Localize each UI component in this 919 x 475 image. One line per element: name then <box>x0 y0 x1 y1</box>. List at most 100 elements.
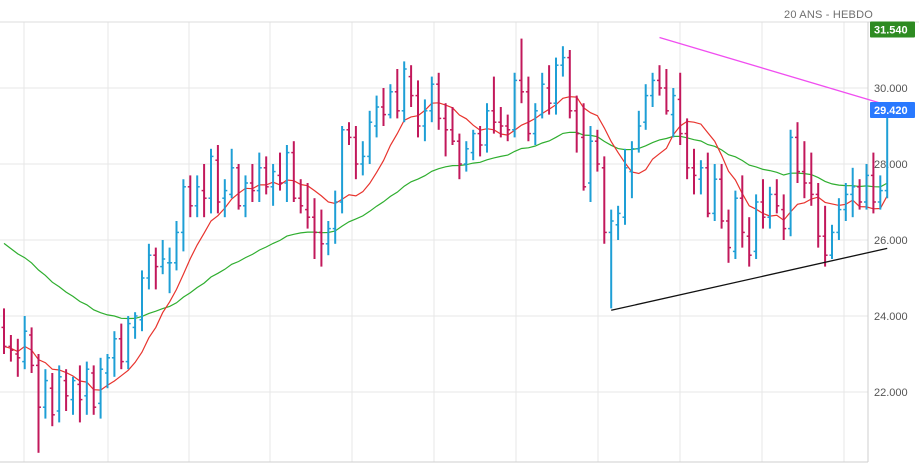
ohlc-bar[interactable] <box>325 221 331 256</box>
ohlc-bar[interactable] <box>429 76 435 123</box>
ohlc-bar[interactable] <box>470 129 476 161</box>
ohlc-bar[interactable] <box>174 221 179 271</box>
ohlc-bar[interactable] <box>153 247 159 290</box>
ohlc-bar[interactable] <box>705 152 711 218</box>
ohlc-bar[interactable] <box>581 103 587 191</box>
ohlc-bar[interactable] <box>719 164 725 229</box>
ohlc-bar[interactable] <box>353 126 359 180</box>
ohlc-bar[interactable] <box>22 316 28 370</box>
ohlc-bar[interactable] <box>456 133 462 180</box>
ohlc-bar[interactable] <box>29 327 35 373</box>
ohlc-bar[interactable] <box>249 164 255 202</box>
ohlc-bar[interactable] <box>567 50 573 119</box>
ohlc-bar[interactable] <box>318 209 324 267</box>
ohlc-bar[interactable] <box>243 175 248 218</box>
ohlc-bar[interactable] <box>477 126 483 157</box>
ohlc-bar[interactable] <box>836 198 842 240</box>
ohlc-bar[interactable] <box>394 69 400 119</box>
ohlc-bar[interactable] <box>760 179 766 229</box>
ohlc-bar[interactable] <box>746 217 752 267</box>
ohlc-bar[interactable] <box>739 175 745 248</box>
ohlc-bar[interactable] <box>146 243 152 290</box>
ohlc-bar[interactable] <box>822 205 828 267</box>
ohlc-bar[interactable] <box>84 361 90 415</box>
ohlc-bar[interactable] <box>277 152 283 191</box>
ohlc-bar[interactable] <box>408 65 414 107</box>
ohlc-bar[interactable] <box>450 107 455 145</box>
ohlc-bar[interactable] <box>877 175 883 210</box>
ohlc-bar[interactable] <box>118 323 124 370</box>
ohlc-bar[interactable] <box>139 270 145 332</box>
ohlc-bar[interactable] <box>36 354 41 453</box>
ohlc-bar[interactable] <box>180 179 186 252</box>
ohlc-bar[interactable] <box>160 240 166 275</box>
ohlc-bar[interactable] <box>305 183 311 229</box>
ohlc-bar[interactable] <box>753 194 759 259</box>
ohlc-bar[interactable] <box>519 38 524 104</box>
ohlc-bar[interactable] <box>767 186 773 229</box>
ohlc-bar[interactable] <box>532 103 538 145</box>
ohlc-bar[interactable] <box>208 148 214 214</box>
ohlc-bar[interactable] <box>608 209 614 309</box>
ohlc-bar[interactable] <box>215 145 221 214</box>
ohlc-bar[interactable] <box>650 72 656 107</box>
ohlc-bar[interactable] <box>56 365 62 423</box>
ohlc-bar[interactable] <box>829 224 835 259</box>
ohlc-bar[interactable] <box>49 373 55 427</box>
ohlc-bar[interactable] <box>505 114 511 142</box>
ohlc-bar[interactable] <box>781 194 787 240</box>
ohlc-bar[interactable] <box>629 141 635 199</box>
ohlc-bar[interactable] <box>284 145 290 202</box>
resistance-trendline[interactable] <box>659 36 888 106</box>
ohlc-bar[interactable] <box>291 141 297 202</box>
ohlc-bar[interactable] <box>546 65 552 115</box>
ohlc-bar[interactable] <box>553 57 559 115</box>
ohlc-bar[interactable] <box>622 148 628 225</box>
ohlc-bar[interactable] <box>91 365 97 415</box>
ohlc-bar[interactable] <box>864 164 869 210</box>
ohlc-bar[interactable] <box>670 88 676 138</box>
ohlc-bar[interactable] <box>843 183 849 221</box>
ohlc-bar[interactable] <box>795 122 800 183</box>
ohlc-bar[interactable] <box>270 164 276 206</box>
ohlc-bar[interactable] <box>42 369 48 419</box>
ohlc-bar[interactable] <box>615 205 621 240</box>
ohlc-bar[interactable] <box>850 167 856 218</box>
ohlc-bar[interactable] <box>236 164 242 210</box>
ohlc-bar[interactable] <box>643 84 649 130</box>
ohlc-bar[interactable] <box>636 110 642 153</box>
ohlc-bar[interactable] <box>374 95 380 138</box>
support-trendline[interactable] <box>611 247 888 311</box>
ohlc-bar[interactable] <box>111 331 117 377</box>
ohlc-bar[interactable] <box>256 152 262 202</box>
ohlc-bar[interactable] <box>15 338 21 377</box>
ohlc-bar[interactable] <box>774 179 780 214</box>
ohlc-bar[interactable] <box>601 156 607 244</box>
ohlc-bar[interactable] <box>588 126 593 202</box>
ohlc-bar[interactable] <box>63 369 69 411</box>
ohlc-bar[interactable] <box>691 148 697 195</box>
ohlc-bar[interactable] <box>387 84 393 119</box>
ohlc-bar[interactable] <box>312 198 317 259</box>
ohlc-bar[interactable] <box>167 247 173 294</box>
ohlc-bar[interactable] <box>360 141 366 176</box>
ohlc-bar[interactable] <box>815 183 821 248</box>
ohlc-bar[interactable] <box>484 103 490 153</box>
ohlc-bar[interactable] <box>870 152 876 214</box>
ohlc-bar[interactable] <box>229 148 235 199</box>
ohlc-bar[interactable] <box>732 190 738 259</box>
ohlc-bar[interactable] <box>539 72 545 119</box>
ohlc-bar[interactable] <box>801 141 807 199</box>
ohlc-bar[interactable] <box>560 46 566 77</box>
ohlc-bar[interactable] <box>105 354 110 389</box>
ohlc-bar[interactable] <box>808 152 814 206</box>
ohlc-bar[interactable] <box>132 312 138 339</box>
ohlc-bar[interactable] <box>512 72 518 138</box>
ohlc-bar[interactable] <box>187 175 193 218</box>
ohlc-bar[interactable] <box>657 65 662 96</box>
ohlc-bar[interactable] <box>77 365 83 423</box>
ohlc-bar[interactable] <box>712 164 718 221</box>
ohlc-bar[interactable] <box>436 72 442 130</box>
ohlc-bar[interactable] <box>201 164 207 218</box>
